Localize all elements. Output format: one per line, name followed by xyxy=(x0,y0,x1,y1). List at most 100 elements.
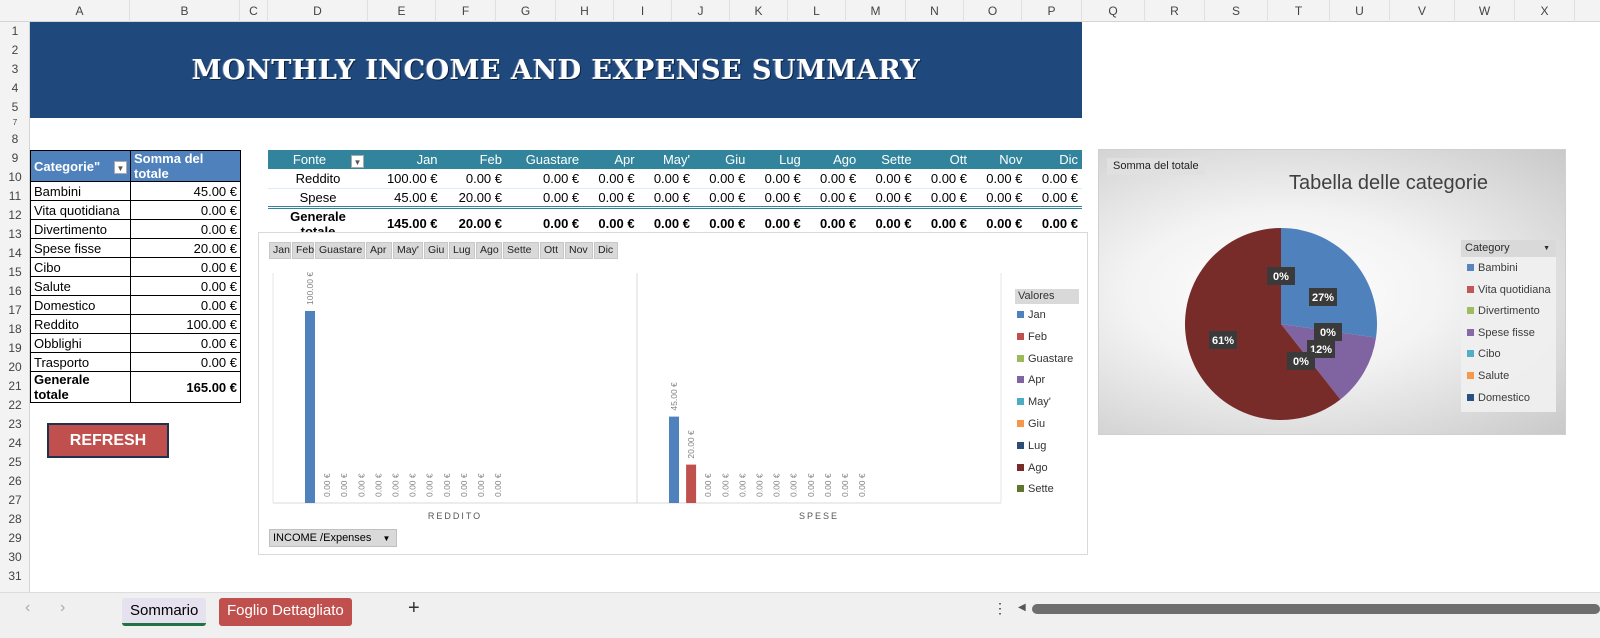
legend-item[interactable]: Guastare xyxy=(1017,353,1073,365)
row-header-1[interactable]: 1 xyxy=(11,24,19,38)
row-header-21[interactable]: 21 xyxy=(8,379,22,393)
column-header-O[interactable]: O xyxy=(964,0,1022,22)
month-slicer-2[interactable]: Guastare xyxy=(315,242,365,259)
cell-value[interactable]: 0.00 € xyxy=(804,169,861,189)
category-label[interactable]: Obblighi xyxy=(30,333,131,353)
legend-item[interactable]: May' xyxy=(1017,396,1051,408)
bar-Feb-SPESE[interactable] xyxy=(686,464,697,503)
legend-item[interactable]: Giu xyxy=(1017,418,1045,430)
column-header-S[interactable]: S xyxy=(1205,0,1268,22)
legend-item[interactable]: Feb xyxy=(1017,331,1047,343)
add-sheet-button[interactable]: + xyxy=(408,597,420,619)
row-header-18[interactable]: 18 xyxy=(8,322,22,336)
row-header-11[interactable]: 11 xyxy=(8,189,22,203)
row-header-10[interactable]: 10 xyxy=(8,170,22,184)
category-label[interactable]: Bambini xyxy=(30,181,131,201)
category-label[interactable]: Trasporto xyxy=(30,352,131,372)
cell-value[interactable]: 0.00 € xyxy=(1026,188,1082,208)
row-header-31[interactable]: 31 xyxy=(8,569,22,583)
cell-value[interactable]: 0.00 € xyxy=(915,169,972,189)
column-header-P[interactable]: P xyxy=(1022,0,1082,22)
category-value[interactable]: 0.00 € xyxy=(130,352,241,372)
row-header-20[interactable]: 20 xyxy=(8,360,22,374)
legend-item[interactable]: Ago xyxy=(1017,462,1048,474)
total-label[interactable]: Generale totale xyxy=(30,371,131,403)
legend-item[interactable]: Jan xyxy=(1017,309,1046,321)
cell-value[interactable]: 0.00 € xyxy=(693,169,750,189)
legend-item[interactable]: Domestico xyxy=(1467,392,1530,404)
row-header-19[interactable]: 19 xyxy=(8,341,22,355)
scroll-left-arrow-icon[interactable]: ◀ xyxy=(1018,602,1026,613)
filter-dropdown-icon[interactable]: ▼ xyxy=(114,160,127,174)
legend-item[interactable]: Cibo xyxy=(1467,348,1501,360)
cell-value[interactable]: 0.00 € xyxy=(638,188,694,208)
column-header-C[interactable]: C xyxy=(240,0,268,22)
month-slicer-0[interactable]: Jan xyxy=(269,242,291,259)
category-label[interactable]: Vita quotidiana xyxy=(30,200,131,220)
category-legend-header[interactable]: Category ▼ xyxy=(1461,240,1556,257)
category-value[interactable]: 20.00 € xyxy=(130,238,241,258)
category-label[interactable]: Reddito xyxy=(30,314,131,334)
category-header[interactable]: Categorie" ▼ xyxy=(30,150,131,182)
legend-item[interactable]: Salute xyxy=(1467,370,1509,382)
category-label[interactable]: Salute xyxy=(30,276,131,296)
bar-Jan-REDDITO[interactable] xyxy=(305,311,315,503)
column-header-E[interactable]: E xyxy=(368,0,436,22)
row-header-22[interactable]: 22 xyxy=(8,398,22,412)
category-label[interactable]: Spese fisse xyxy=(30,238,131,258)
row-header-7[interactable]: 7 xyxy=(12,118,18,127)
category-value[interactable]: 45.00 € xyxy=(130,181,241,201)
cell-value[interactable]: 0.00 € xyxy=(971,169,1027,189)
month-slicer-1[interactable]: Feb xyxy=(292,242,314,259)
cell-value[interactable]: 0.00 € xyxy=(860,188,916,208)
column-header-H[interactable]: H xyxy=(556,0,614,22)
row-header-29[interactable]: 29 xyxy=(8,531,22,545)
month-slicer-5[interactable]: Giu xyxy=(424,242,448,259)
cell-value[interactable]: 0.00 € xyxy=(749,188,805,208)
row-header-2[interactable]: 2 xyxy=(11,43,19,57)
sum-field-button[interactable]: Somma del totale xyxy=(1107,158,1205,175)
column-header-K[interactable]: K xyxy=(730,0,788,22)
pie-slice-reddito[interactable] xyxy=(1185,228,1341,420)
cell-value[interactable]: 0.00 € xyxy=(583,188,639,208)
cell-value[interactable]: 0.00 € xyxy=(693,188,750,208)
row-header-13[interactable]: 13 xyxy=(8,227,22,241)
month-slicer-8[interactable]: Sette xyxy=(503,242,539,259)
row-header-23[interactable]: 23 xyxy=(8,417,22,431)
more-options-icon[interactable]: ⋮ xyxy=(993,600,1007,616)
month-slicer-11[interactable]: Dic xyxy=(594,242,618,259)
cell-value[interactable]: 45.00 € xyxy=(368,188,442,208)
category-label[interactable]: Cibo xyxy=(30,257,131,277)
column-header-T[interactable]: T xyxy=(1268,0,1330,22)
cell-value[interactable]: 0.00 € xyxy=(441,169,507,189)
cell-value[interactable]: 0.00 € xyxy=(971,188,1027,208)
cell-value[interactable]: 0.00 € xyxy=(860,169,916,189)
cell-value[interactable]: 0.00 € xyxy=(506,188,584,208)
income-expenses-field-button[interactable]: INCOME /Expenses ▼ xyxy=(269,529,398,547)
column-header-A[interactable]: A xyxy=(30,0,130,22)
row-header-27[interactable]: 27 xyxy=(8,493,22,507)
column-header-U[interactable]: U xyxy=(1330,0,1390,22)
column-header-V[interactable]: V xyxy=(1390,0,1455,22)
column-header-M[interactable]: M xyxy=(846,0,906,22)
month-slicer-3[interactable]: Apr xyxy=(366,242,392,259)
legend-item[interactable]: Vita quotidiana xyxy=(1467,284,1551,296)
cell-value[interactable]: 0.00 € xyxy=(1026,169,1082,189)
column-header-Q[interactable]: Q xyxy=(1082,0,1145,22)
cell-value[interactable]: 0.00 € xyxy=(583,169,639,189)
cell-value[interactable]: 0.00 € xyxy=(804,188,861,208)
legend-title[interactable]: Valores xyxy=(1015,289,1079,304)
category-value[interactable]: 100.00 € xyxy=(130,314,241,334)
row-header-24[interactable]: 24 xyxy=(8,436,22,450)
category-value[interactable]: 0.00 € xyxy=(130,219,241,239)
sheet-tab-sommario[interactable]: Sommario xyxy=(122,598,207,626)
column-header-W[interactable]: W xyxy=(1455,0,1515,22)
cell-value[interactable]: 0.00 € xyxy=(506,169,584,189)
row-label[interactable]: Spese xyxy=(268,188,368,208)
month-slicer-6[interactable]: Lug xyxy=(449,242,475,259)
column-header-J[interactable]: J xyxy=(672,0,730,22)
category-pie-chart[interactable]: Somma del totale Tabella delle categorie… xyxy=(1098,149,1566,435)
column-header-L[interactable]: L xyxy=(788,0,846,22)
column-header-N[interactable]: N xyxy=(906,0,964,22)
row-header-12[interactable]: 12 xyxy=(8,208,22,222)
